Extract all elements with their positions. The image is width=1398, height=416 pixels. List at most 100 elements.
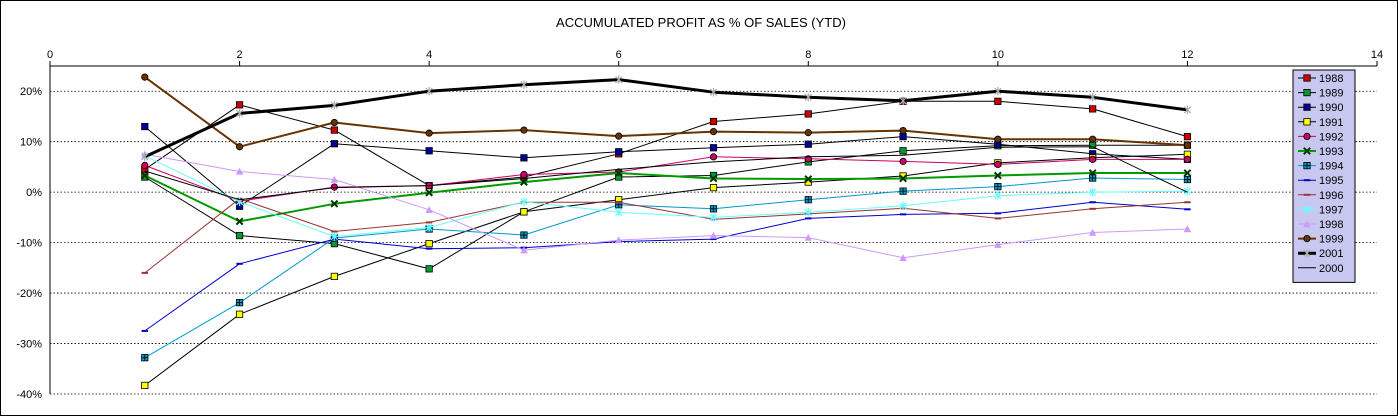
data-point [994, 191, 1002, 200]
marker-shape [1303, 103, 1311, 111]
marker-shape [235, 143, 244, 151]
data-point [1183, 105, 1192, 115]
legend-label: 1989 [1319, 88, 1343, 100]
marker-shape [520, 197, 528, 206]
marker-shape [899, 147, 907, 155]
y-tick-label: -10% [16, 238, 42, 250]
marker-shape [235, 109, 244, 118]
marker-shape [1089, 93, 1097, 102]
marker-shape [614, 169, 623, 177]
series-line [144, 76, 1188, 148]
marker-shape [330, 199, 339, 208]
series-line [144, 153, 1188, 386]
marker-shape [709, 231, 718, 239]
data-point [615, 75, 623, 84]
legend-entry-1996: 1996 [1298, 190, 1343, 202]
data-point [709, 153, 718, 161]
marker-shape [141, 73, 149, 81]
data-point [235, 167, 244, 175]
marker-shape [520, 208, 528, 216]
marker-shape [709, 144, 718, 152]
marker-shape [330, 175, 339, 183]
legend-marker [1303, 220, 1311, 228]
series-line [144, 177, 1188, 359]
data-point [520, 178, 528, 186]
marker-shape [709, 213, 718, 222]
marker-shape [1089, 174, 1096, 182]
data-point [994, 160, 1002, 168]
chart-title: ACCUMULATED PROFIT AS % OF SALES (YTD) [556, 15, 846, 30]
data-point [425, 129, 433, 137]
data-point [330, 118, 338, 127]
marker-shape [1303, 162, 1311, 169]
marker-shape [520, 80, 528, 89]
data-point [709, 213, 718, 222]
series-line [144, 172, 1188, 223]
y-tick-label: -20% [16, 288, 42, 300]
marker-shape [994, 240, 1002, 248]
data-point [899, 96, 907, 106]
x-tick-label: 4 [426, 49, 432, 61]
data-point [899, 157, 907, 165]
marker-shape [899, 157, 907, 165]
marker-shape [994, 191, 1002, 200]
marker-shape [1183, 105, 1192, 115]
series-line [144, 146, 1188, 201]
legend-entry-1994: 1994 [1298, 161, 1343, 173]
data-point [899, 201, 907, 210]
data-point [330, 101, 338, 110]
legend-label: 1994 [1319, 161, 1343, 173]
legend-marker [1303, 249, 1311, 258]
marker-shape [140, 171, 149, 180]
marker-shape [1303, 249, 1311, 258]
marker-shape [1303, 74, 1311, 82]
data-point [709, 205, 718, 213]
series-1990 [141, 122, 1192, 210]
x-tick-label: 10 [992, 49, 1004, 61]
data-point [235, 143, 244, 151]
data-point [994, 183, 1002, 191]
data-point [994, 97, 1002, 105]
marker-shape [994, 87, 1002, 96]
marker-shape [330, 101, 338, 110]
data-point [804, 110, 812, 118]
data-point [141, 73, 149, 81]
legend-label: 1995 [1319, 175, 1343, 187]
marker-shape [141, 381, 149, 390]
data-point [520, 80, 528, 89]
data-point [235, 231, 244, 240]
marker-shape [805, 196, 812, 203]
marker-shape [709, 174, 718, 183]
data-point [804, 233, 812, 241]
series-line [144, 153, 1188, 259]
y-tick-label: -30% [16, 339, 42, 351]
legend-box [1292, 69, 1356, 283]
marker-shape [1303, 89, 1311, 97]
data-point [520, 170, 528, 179]
marker-shape [1089, 187, 1097, 197]
marker-shape [710, 205, 717, 213]
marker-shape [425, 188, 434, 197]
marker-shape [1303, 132, 1311, 140]
marker-shape [615, 75, 623, 84]
marker-shape [1183, 133, 1192, 141]
marker-shape [899, 126, 907, 135]
marker-shape [994, 160, 1002, 168]
legend-marker [1303, 118, 1311, 126]
marker-shape [709, 153, 718, 161]
data-point [520, 154, 528, 162]
marker-shape [994, 97, 1002, 105]
marker-shape [1184, 176, 1191, 183]
marker-shape [235, 231, 244, 240]
data-point [1088, 228, 1097, 236]
x-tick-label: 6 [616, 49, 622, 61]
marker-shape [330, 118, 338, 127]
marker-shape [1183, 141, 1192, 149]
data-point [1183, 155, 1192, 163]
series-group [140, 73, 1192, 390]
data-point [1089, 155, 1097, 163]
legend-marker [1303, 235, 1311, 243]
data-point [804, 175, 813, 183]
data-point [1089, 174, 1097, 182]
